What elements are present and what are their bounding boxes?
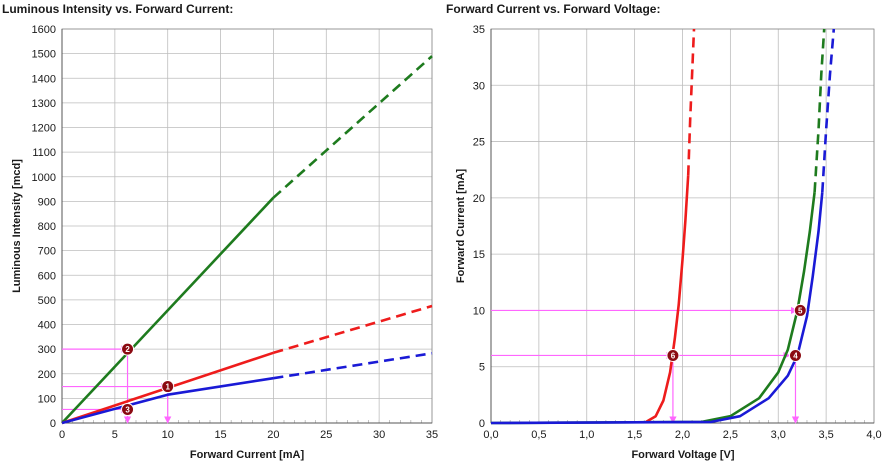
left-chart-title: Luminous Intensity vs. Forward Current: <box>2 2 233 16</box>
marker-label: 5 <box>798 306 803 315</box>
y-tick-label: 900 <box>38 196 56 208</box>
y-tick-label: 600 <box>38 270 56 282</box>
y-tick-label: 300 <box>38 344 56 356</box>
marker-1: 1 <box>161 380 175 394</box>
y-tick-label: 25 <box>473 137 485 149</box>
y-tick-label: 100 <box>38 393 56 405</box>
y-tick-label: 10 <box>473 305 485 317</box>
right-ticks: 0,0 0,5 1,0 1,5 2,0 2,5 3,0 3,5 4,0 0 5 10 15 20 25 30 3… <box>473 24 882 441</box>
right-series <box>490 28 836 425</box>
x-tick-label: 10 <box>162 429 174 441</box>
marker-2: 2 <box>121 342 135 356</box>
x-tick-label: 2,0 <box>675 429 690 441</box>
y-tick-label: 1300 <box>32 98 56 110</box>
series-green-dashed <box>272 55 433 199</box>
series-blue-solid <box>490 192 824 425</box>
marker-label: 2 <box>125 345 130 354</box>
left-chart: Luminous Intensity vs. Forward Current: … <box>2 2 438 461</box>
series-blue-dashed <box>273 352 433 380</box>
y-tick-label: 700 <box>38 246 56 258</box>
y-tick-label: 200 <box>38 369 56 381</box>
marker-circle <box>161 380 175 394</box>
y-tick-label: 15 <box>473 249 485 261</box>
y-tick-label: 1600 <box>32 24 56 36</box>
x-tick-label: 25 <box>320 429 332 441</box>
marker-label: 6 <box>671 351 676 360</box>
left-xlabel: Forward Current [mA] <box>190 449 305 461</box>
right-grid <box>490 28 875 424</box>
series-green-solid <box>61 196 275 424</box>
right-markers: 4 5 6 <box>666 303 807 362</box>
series-red-dashed <box>273 304 433 355</box>
marker-label: 4 <box>793 351 798 360</box>
x-tick-label: 0 <box>59 429 65 441</box>
series-blue-solid <box>61 376 274 425</box>
marker-circle <box>666 348 680 362</box>
x-tick-label: 4,0 <box>866 429 881 441</box>
y-tick-label: 30 <box>473 80 485 92</box>
right-chart: Forward Current vs. Forward Voltage: 4 5 6… <box>446 2 882 461</box>
x-tick-label: 0,5 <box>531 429 546 441</box>
marker-4: 4 <box>788 348 802 362</box>
marker-circle <box>788 348 802 362</box>
x-tick-label: 3,5 <box>818 429 833 441</box>
left-series <box>61 55 433 425</box>
x-tick-label: 0,0 <box>483 429 498 441</box>
x-tick-label: 3,0 <box>771 429 786 441</box>
y-tick-label: 1200 <box>32 123 56 135</box>
y-tick-label: 0 <box>479 418 485 430</box>
x-tick-label: 30 <box>373 429 385 441</box>
x-tick-label: 20 <box>267 429 279 441</box>
y-tick-label: 5 <box>479 362 485 374</box>
x-tick-label: 15 <box>214 429 226 441</box>
left-markers: 1 2 3 <box>121 342 175 416</box>
y-tick-label: 500 <box>38 295 56 307</box>
left-grid <box>61 28 433 424</box>
marker-label: 1 <box>165 383 170 392</box>
y-tick-label: 800 <box>38 221 56 233</box>
marker-circle <box>121 342 135 356</box>
marker-circle <box>793 303 807 317</box>
y-tick-label: 400 <box>38 320 56 332</box>
y-tick-label: 0 <box>50 418 56 430</box>
marker-label: 3 <box>125 405 130 414</box>
right-guides <box>491 306 800 424</box>
x-tick-label: 5 <box>112 429 118 441</box>
right-chart-title: Forward Current vs. Forward Voltage: <box>446 2 660 16</box>
marker-5: 5 <box>793 303 807 317</box>
x-tick-label: 35 <box>426 429 438 441</box>
x-tick-label: 2,5 <box>723 429 738 441</box>
right-ylabel: Forward Current [mA] <box>455 169 467 284</box>
series-green-solid <box>490 192 816 425</box>
x-tick-label: 1,5 <box>627 429 642 441</box>
x-tick-label: 1,0 <box>579 429 594 441</box>
y-tick-label: 1500 <box>32 49 56 61</box>
series-red-dashed <box>686 28 696 176</box>
marker-6: 6 <box>666 348 680 362</box>
y-tick-label: 1000 <box>32 172 56 184</box>
y-tick-label: 20 <box>473 193 485 205</box>
series-red-solid <box>645 175 690 424</box>
left-ticks: 0 5 10 15 20 25 30 35 0 100 200 300 400 500 600 700 800 9… <box>32 24 439 441</box>
marker-3: 3 <box>121 402 135 416</box>
right-xlabel: Forward Voltage [V] <box>631 449 734 461</box>
y-tick-label: 35 <box>473 24 485 36</box>
marker-circle <box>121 402 135 416</box>
y-tick-label: 1400 <box>32 73 56 85</box>
left-ylabel: Luminous Intensity [mcd] <box>11 159 23 293</box>
series-blue-dashed <box>821 28 836 193</box>
y-tick-label: 1100 <box>32 147 56 159</box>
